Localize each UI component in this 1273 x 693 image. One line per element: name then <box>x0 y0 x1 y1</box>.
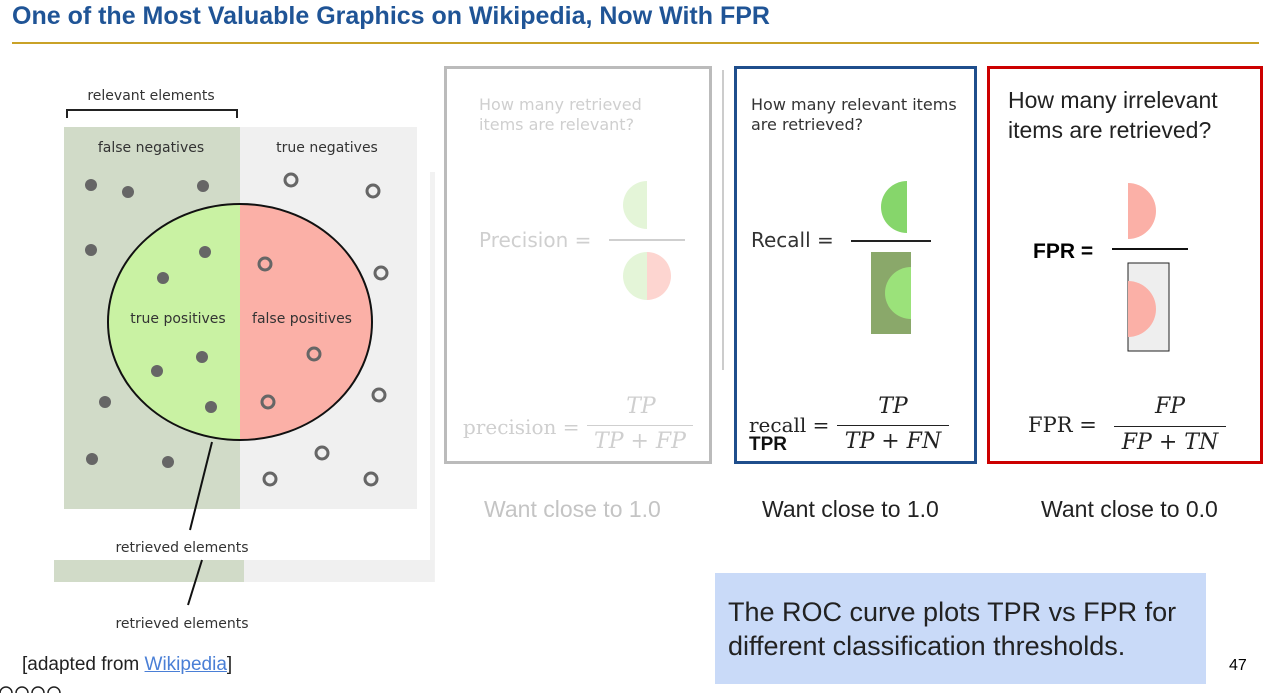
recall-numerator: TP <box>878 394 908 419</box>
precision-fraction-bar <box>587 425 693 426</box>
fpr-question: How many irrelevant items are retrieved? <box>1008 87 1218 143</box>
fpr-numerator: FP <box>1154 394 1186 419</box>
recall-question: How many relevant items are retrieved? <box>751 95 957 134</box>
page-number: 47 <box>1229 657 1247 674</box>
precision-label: Precision = <box>479 228 592 252</box>
precision-numerator: TP <box>626 394 656 419</box>
slide-title: One of the Most Valuable Graphics on Wik… <box>12 2 770 30</box>
recall-label: Recall = <box>751 228 834 252</box>
recall-denominator: TP + FN <box>844 429 942 454</box>
recall-tpr-label: TPR <box>749 434 787 455</box>
fpr-fraction-graphic <box>1112 183 1188 352</box>
retrieved-ellipse <box>107 203 373 441</box>
false-positives-region <box>240 204 372 440</box>
true-positives-region <box>108 204 240 440</box>
precision-formula-lhs: precision = <box>463 415 580 439</box>
irrelevant-dots <box>257 172 389 487</box>
precision-panel: How many retrieved items are relevant? P… <box>444 66 712 464</box>
fpr-label: FPR = <box>1033 240 1094 263</box>
false-negatives-label: false negatives <box>98 140 204 156</box>
precision-recall-diagram: relevant elements false negatives true n… <box>54 88 435 632</box>
fpr-formula-lhs: FPR = <box>1028 413 1097 437</box>
fpr-panel: How many irrelevant items are retrieved?… <box>987 66 1263 464</box>
precision-target: Want close to 1.0 <box>484 496 661 522</box>
wikipedia-link[interactable]: Wikipedia <box>144 654 227 675</box>
credit-prefix: [adapted from <box>22 654 145 675</box>
retrieved-elements-label-2: retrieved elements <box>115 616 248 632</box>
precision-question: How many retrieved items are relevant? <box>479 95 642 134</box>
credit-suffix: ] <box>226 654 233 675</box>
true-positives-label: true positives <box>130 311 225 327</box>
true-negatives-label: true negatives <box>276 140 378 156</box>
license-icon <box>0 684 64 693</box>
recall-panel: How many relevant items are retrieved? R… <box>734 66 977 464</box>
recall-formula-lhs: recall = <box>749 413 830 437</box>
false-positives-label: false positives <box>252 311 352 327</box>
relevant-elements-label: relevant elements <box>87 88 214 104</box>
precision-fraction-graphic <box>609 181 685 300</box>
recall-fraction-bar <box>837 425 949 426</box>
recall-fraction-graphic <box>851 181 931 334</box>
precision-denominator: TP + FP <box>594 429 686 454</box>
retrieved-elements-label-1: retrieved elements <box>115 540 248 556</box>
fpr-denominator: FP + TN <box>1121 430 1219 455</box>
source-credit: [adapted from Wikipedia] <box>22 654 232 676</box>
recall-target: Want close to 1.0 <box>762 496 939 522</box>
fpr-fraction-bar <box>1114 426 1226 427</box>
fpr-target: Want close to 0.0 <box>1041 496 1218 522</box>
title-rule <box>12 42 1259 44</box>
relevant-dots <box>85 179 217 468</box>
roc-callout: The ROC curve plots TPR vs FPR for diffe… <box>715 573 1206 684</box>
panel-divider <box>722 70 724 370</box>
